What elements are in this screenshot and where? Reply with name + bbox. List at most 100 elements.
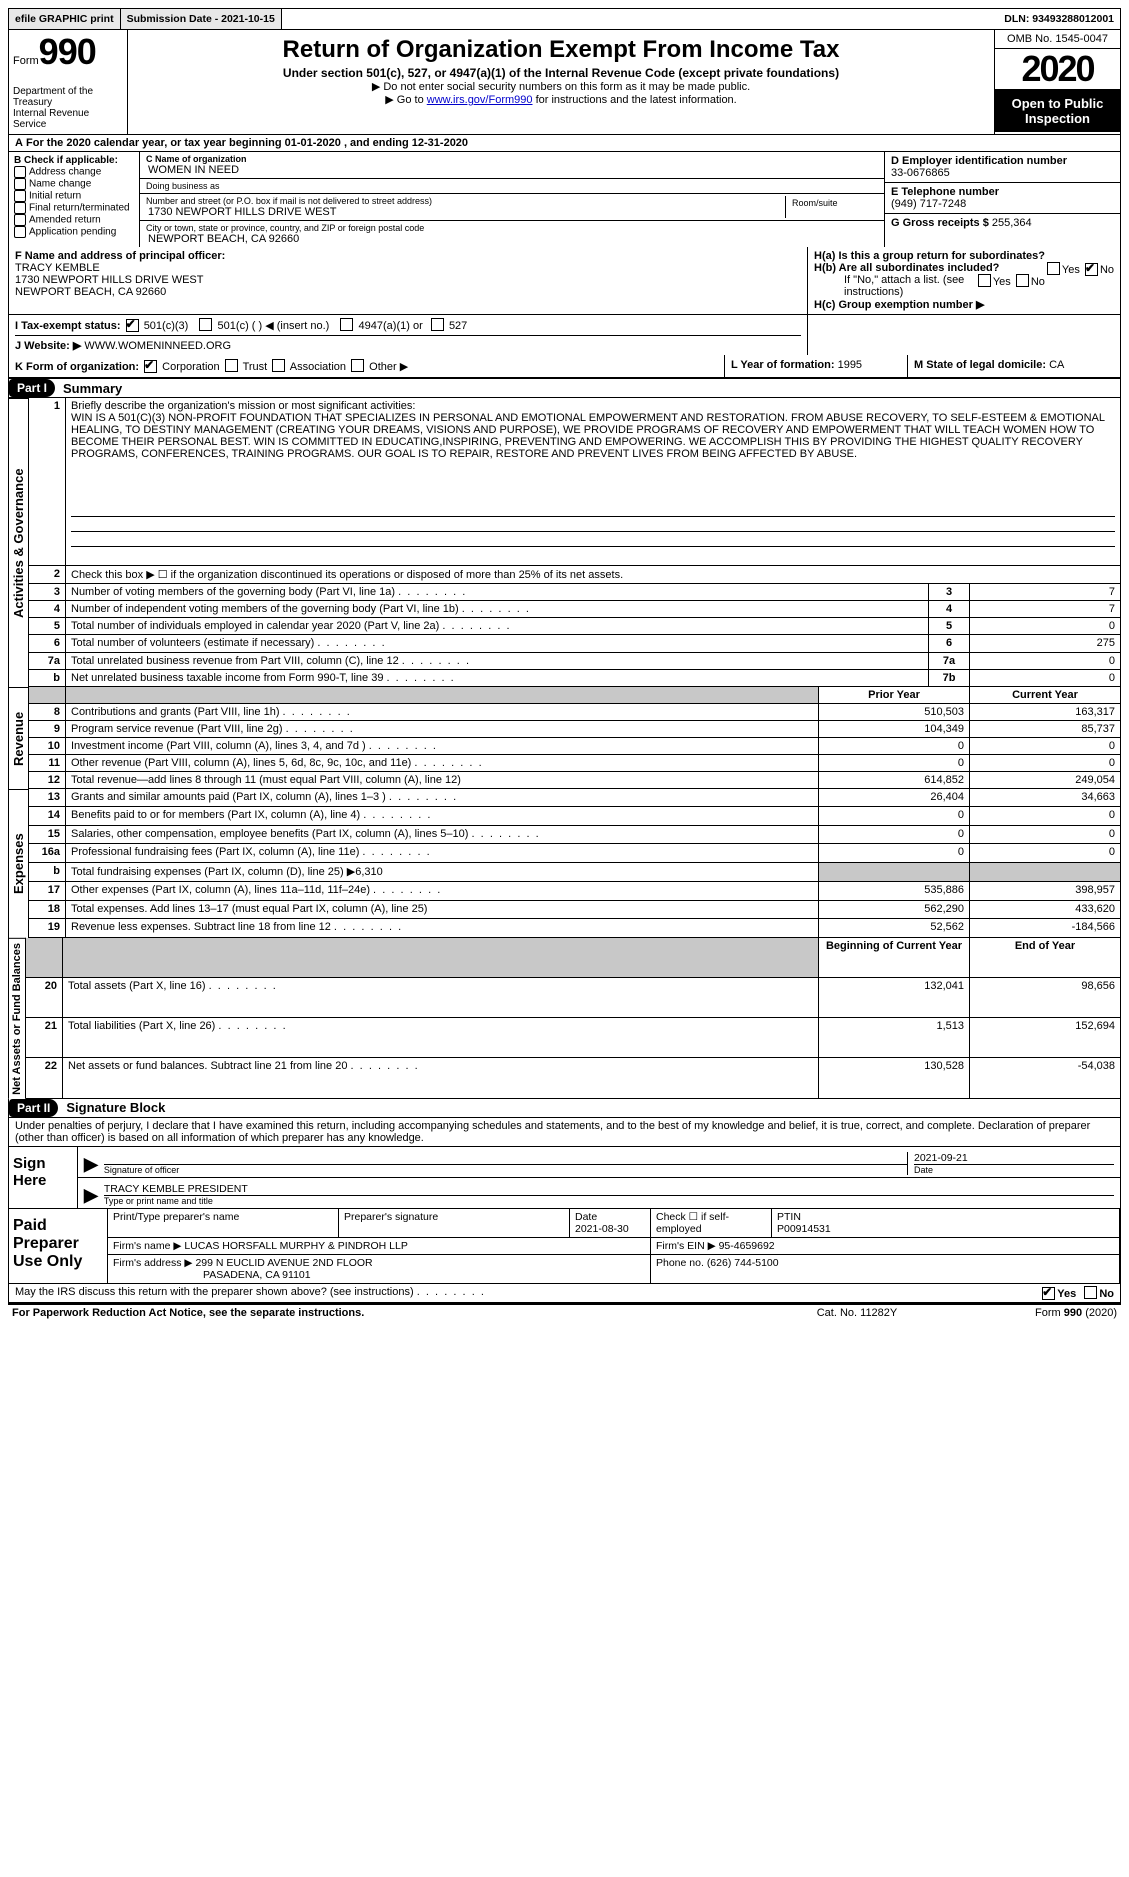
mission-text: WIN IS A 501(C)(3) NON-PROFIT FOUNDATION… — [71, 412, 1115, 502]
section-d-e-g: D Employer identification number 33-0676… — [885, 152, 1120, 247]
k-assoc[interactable] — [272, 359, 285, 372]
line7b-val: 0 — [970, 669, 1121, 686]
line12-prior: 614,852 — [819, 772, 970, 789]
dln: DLN: 93493288012001 — [998, 9, 1120, 29]
part1-header: Part I — [9, 379, 55, 397]
tax-4947[interactable] — [340, 318, 353, 331]
tax-501c[interactable] — [199, 318, 212, 331]
form-header: Form990 Department of the Treasury Inter… — [8, 30, 1121, 135]
form-ref: Form 990 (2020) — [957, 1307, 1117, 1319]
arrow-icon: ▶ — [84, 1185, 98, 1206]
section-c: C Name of organization WOMEN IN NEED Doi… — [140, 152, 885, 247]
city-state-zip: NEWPORT BEACH, CA 92660 — [148, 233, 878, 245]
tax-527[interactable] — [431, 318, 444, 331]
line5-val: 0 — [970, 618, 1121, 635]
firm-ein: 95-4659692 — [719, 1240, 775, 1252]
sign-here-block: Sign Here ▶ Signature of officer 2021-09… — [8, 1147, 1121, 1209]
line16b-prior — [819, 862, 970, 882]
ha-no[interactable] — [1085, 263, 1098, 276]
top-bar: efile GRAPHIC print Submission Date - 20… — [8, 8, 1121, 30]
room-suite: Room/suite — [785, 196, 878, 218]
line15-curr: 0 — [970, 825, 1121, 843]
k-corp[interactable] — [144, 360, 157, 373]
line13-curr: 34,663 — [970, 789, 1121, 807]
year-formation: 1995 — [838, 359, 862, 371]
officer-addr1: 1730 NEWPORT HILLS DRIVE WEST — [15, 274, 203, 286]
line10-prior: 0 — [819, 738, 970, 755]
na-label: Net Assets or Fund Balances — [8, 938, 26, 1099]
line18-curr: 433,620 — [970, 900, 1121, 918]
line20-curr: 98,656 — [970, 977, 1121, 1017]
line11-prior: 0 — [819, 755, 970, 772]
line12-curr: 249,054 — [970, 772, 1121, 789]
line16a-prior: 0 — [819, 844, 970, 862]
website: WWW.WOMENINNEED.ORG — [84, 340, 231, 352]
firm-addr1: 299 N EUCLID AVENUE 2ND FLOOR — [195, 1257, 372, 1269]
instruction-2: ▶ Go to www.irs.gov/Form990 for instruct… — [136, 93, 986, 106]
ein: 33-0676865 — [891, 167, 1114, 179]
hb-no[interactable] — [1016, 274, 1029, 287]
omb-number: OMB No. 1545-0047 — [995, 30, 1120, 49]
officer-name: TRACY KEMBLE — [15, 262, 100, 274]
checkbox-initial-return[interactable] — [14, 190, 26, 202]
hb-yes[interactable] — [978, 274, 991, 287]
discuss-yes[interactable] — [1042, 1287, 1055, 1300]
officer-addr2: NEWPORT BEACH, CA 92660 — [15, 286, 166, 298]
line14-curr: 0 — [970, 807, 1121, 825]
line17-curr: 398,957 — [970, 882, 1121, 900]
form-title: Return of Organization Exempt From Incom… — [136, 36, 986, 64]
tax-year: 2020 — [995, 49, 1120, 90]
line13-prior: 26,404 — [819, 789, 970, 807]
part2-title: Signature Block — [58, 1100, 165, 1115]
tax-501c3[interactable] — [126, 319, 139, 332]
form990-link[interactable]: www.irs.gov/Form990 — [427, 94, 533, 106]
arrow-icon: ▶ — [84, 1154, 98, 1175]
k-other[interactable] — [351, 359, 364, 372]
firm-addr2: PASADENA, CA 91101 — [203, 1269, 311, 1281]
line11-curr: 0 — [970, 755, 1121, 772]
line15-prior: 0 — [819, 825, 970, 843]
row-f-h: F Name and address of principal officer:… — [8, 247, 1121, 315]
sign-here-label: Sign Here — [9, 1147, 78, 1208]
form-number: 990 — [39, 31, 96, 72]
line9-curr: 85,737 — [970, 721, 1121, 738]
line16b-curr — [970, 862, 1121, 882]
instruction-1: ▶ Do not enter social security numbers o… — [136, 80, 986, 93]
open-to-public: Open to Public Inspection — [995, 90, 1120, 132]
checkbox-final-return[interactable] — [14, 202, 26, 214]
line8-curr: 163,317 — [970, 704, 1121, 721]
expenses-section: Expenses 13Grants and similar amounts pa… — [8, 789, 1121, 938]
activities-governance-section: Activities & Governance 1 Briefly descri… — [8, 398, 1121, 687]
state-domicile: CA — [1049, 359, 1064, 371]
department: Department of the Treasury Internal Reve… — [13, 86, 123, 130]
line22-curr: -54,038 — [970, 1058, 1121, 1098]
firm-phone: (626) 744-5100 — [707, 1257, 779, 1269]
telephone: (949) 717-7248 — [891, 198, 1114, 210]
line17-prior: 535,886 — [819, 882, 970, 900]
ha-yes[interactable] — [1047, 262, 1060, 275]
submission-date: Submission Date - 2021-10-15 — [121, 9, 282, 29]
line18-prior: 562,290 — [819, 900, 970, 918]
line21-curr: 152,694 — [970, 1018, 1121, 1058]
line8-prior: 510,503 — [819, 704, 970, 721]
line20-prior: 132,041 — [819, 977, 970, 1017]
k-trust[interactable] — [225, 359, 238, 372]
part2-header: Part II — [9, 1099, 58, 1117]
discuss-no[interactable] — [1084, 1286, 1097, 1299]
line10-curr: 0 — [970, 738, 1121, 755]
line9-prior: 104,349 — [819, 721, 970, 738]
line14-prior: 0 — [819, 807, 970, 825]
net-assets-section: Net Assets or Fund Balances Beginning of… — [8, 938, 1121, 1099]
paperwork-notice: For Paperwork Reduction Act Notice, see … — [12, 1307, 757, 1319]
ptin: P00914531 — [777, 1223, 831, 1235]
checkbox-name-change[interactable] — [14, 178, 26, 190]
line7a-val: 0 — [970, 652, 1121, 669]
block-b-c-d: B Check if applicable: Address change Na… — [8, 152, 1121, 247]
row-a-tax-year: A For the 2020 calendar year, or tax yea… — [8, 135, 1121, 152]
line19-prior: 52,562 — [819, 919, 970, 938]
efile-print-button[interactable]: efile GRAPHIC print — [9, 9, 121, 29]
checkbox-amended-return[interactable] — [14, 214, 26, 226]
checkbox-address-change[interactable] — [14, 166, 26, 178]
checkbox-application-pending[interactable] — [14, 226, 26, 238]
section-b: B Check if applicable: Address change Na… — [9, 152, 140, 247]
